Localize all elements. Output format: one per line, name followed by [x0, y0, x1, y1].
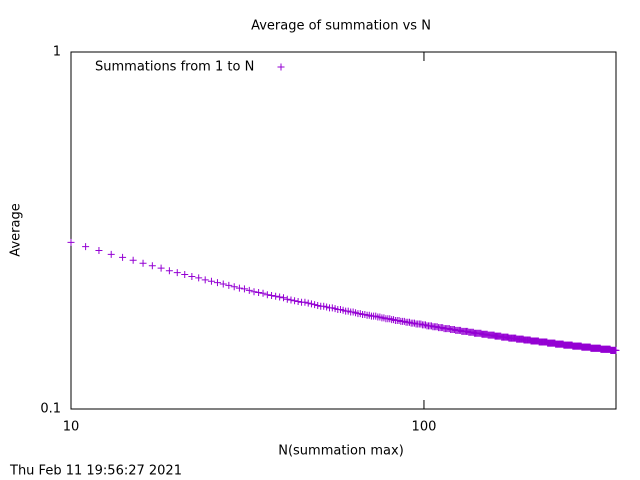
data-point [400, 317, 408, 325]
data-point [291, 297, 299, 305]
x-axis-label: N(summation max) [278, 444, 404, 459]
data-point [255, 288, 263, 296]
data-point [287, 296, 295, 304]
data-point [250, 288, 258, 296]
data-point [421, 321, 429, 329]
data-point [272, 292, 280, 300]
data-point [280, 294, 288, 302]
data-point [107, 250, 115, 258]
data-point [139, 259, 147, 267]
data-point [213, 279, 221, 287]
data-point [612, 346, 620, 354]
data-point [157, 264, 165, 272]
data-point [129, 256, 137, 264]
data-point [314, 301, 322, 309]
data-point [406, 318, 414, 326]
data-point [165, 267, 173, 275]
x-tick-label: 10 [63, 420, 80, 435]
data-point [95, 246, 103, 254]
data-point [195, 274, 203, 282]
y-tick-label: 1 [53, 45, 61, 60]
legend-marker [277, 63, 285, 71]
y-tick-label: 0.1 [40, 402, 61, 417]
data-point [82, 243, 90, 251]
data-point [294, 298, 302, 306]
data-point [259, 289, 267, 297]
plot-border [70, 51, 617, 410]
chart-title: Average of summation vs N [251, 19, 431, 34]
data-point [417, 320, 425, 328]
data-point [148, 262, 156, 270]
data-point [427, 322, 435, 330]
data-point [304, 299, 312, 307]
data-point [173, 269, 181, 277]
data-point [201, 276, 209, 284]
date-stamp: Thu Feb 11 19:56:27 2021 [9, 464, 182, 479]
data-point [283, 295, 291, 303]
data-point [225, 281, 233, 289]
data-point [307, 300, 315, 308]
data-point [395, 316, 403, 324]
data-point [235, 284, 243, 292]
data-point [181, 271, 189, 279]
y-axis-label: Average [9, 203, 24, 256]
data-point [230, 283, 238, 291]
data-point [119, 253, 127, 261]
data-point [301, 298, 309, 306]
data-point [268, 291, 276, 299]
data-point [263, 291, 271, 299]
data-point [276, 293, 284, 301]
data-point [323, 303, 331, 311]
data-point [67, 238, 75, 246]
data-point [207, 277, 215, 285]
data-point [240, 285, 248, 293]
data-point [188, 273, 196, 281]
data-point [410, 319, 418, 327]
data-point [219, 280, 227, 288]
data-point [311, 301, 319, 309]
data-point [245, 286, 253, 294]
data-point [320, 302, 328, 310]
legend-label: Summations from 1 to N [95, 60, 254, 75]
x-tick-label: 100 [412, 420, 437, 435]
